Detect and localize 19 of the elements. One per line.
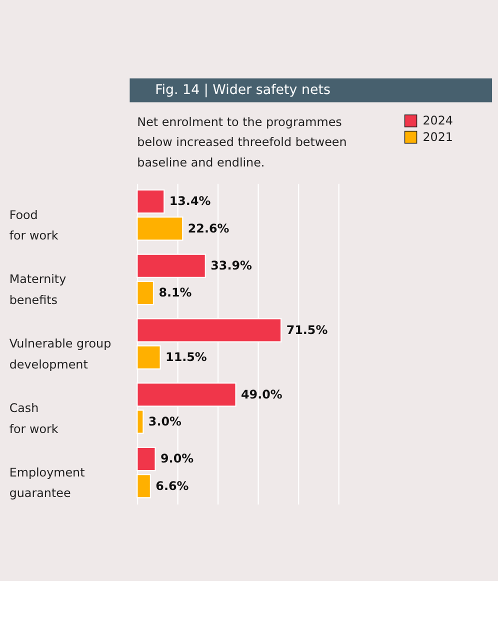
data-label: 13.4% [169,194,211,208]
data-label: 6.6% [156,478,189,493]
data-label: 11.5% [166,350,207,364]
legend-label: 2021 [422,130,454,144]
y-tick-label: Maternity benefits [9,272,66,308]
y-tick-label: Employment guarantee [9,465,86,500]
data-label: 3.0% [148,414,182,428]
chart-subtitle: Net enrolment to the programmes below increased threefold between baseline and endline. [137,115,347,170]
y-tick-label: Cash for work [9,400,58,436]
data-label: 33.9% [210,258,252,273]
legend-label: 2024 [422,114,454,128]
y-tick-label: Vulnerable group development [9,336,112,372]
data-label: 49.0% [241,387,282,402]
data-label: 8.1% [158,286,192,300]
y-tick-label: Food for work [9,208,58,243]
data-label: 22.6% [188,221,230,236]
chart-title: Fig. 14 | Wider safety nets [155,83,330,98]
data-label: 9.0% [160,452,194,466]
data-label: 71.5% [286,322,328,337]
